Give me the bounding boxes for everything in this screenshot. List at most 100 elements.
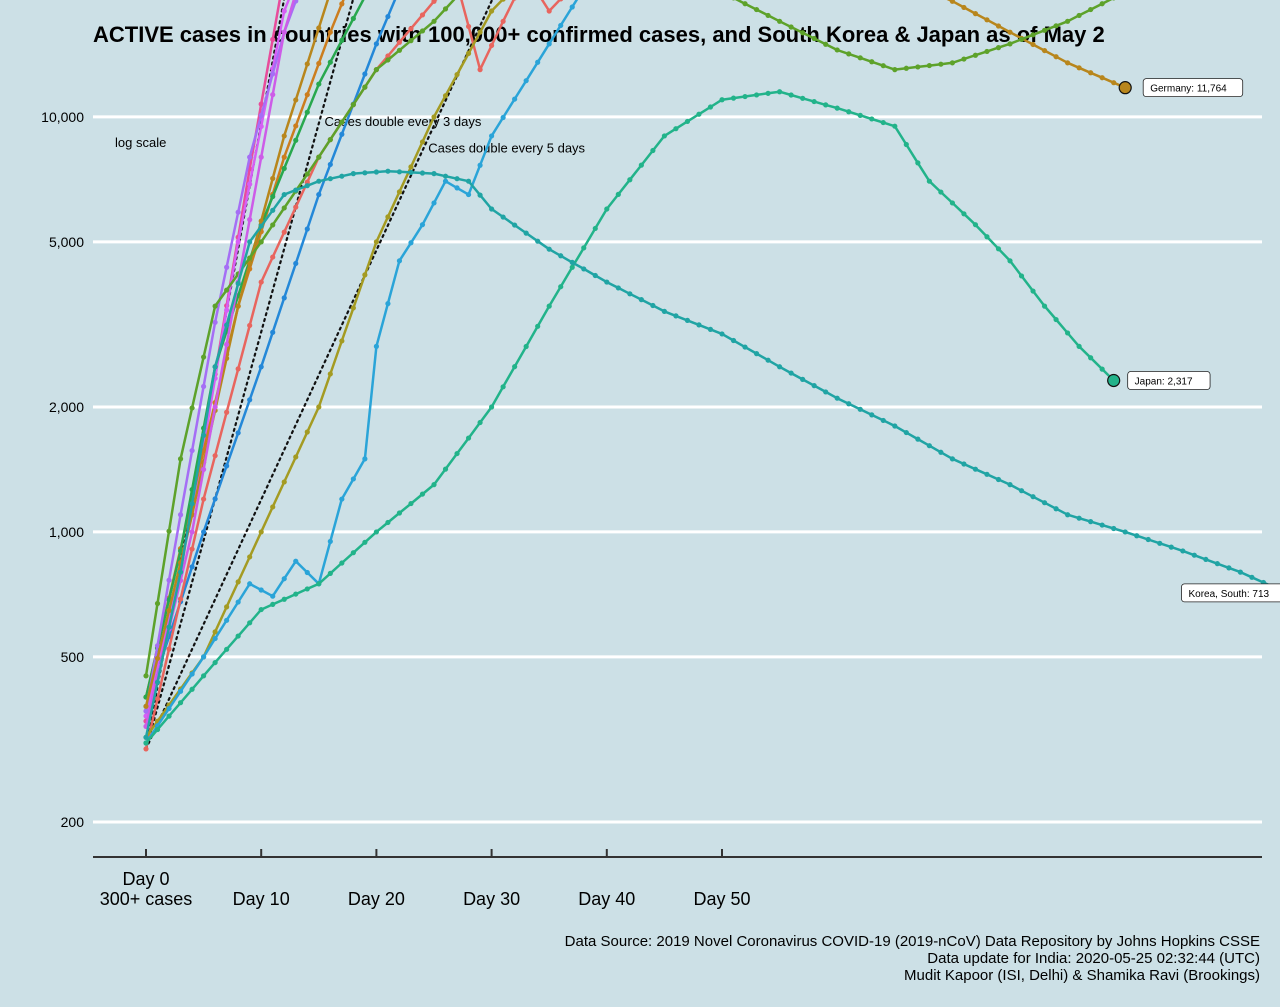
data-point bbox=[512, 0, 517, 1]
data-point bbox=[270, 504, 276, 510]
data-point bbox=[1088, 70, 1094, 76]
data-point bbox=[661, 133, 668, 139]
data-point bbox=[1041, 303, 1048, 309]
data-point bbox=[823, 389, 829, 395]
data-point bbox=[373, 529, 379, 535]
data-point bbox=[166, 646, 172, 652]
data-point bbox=[396, 39, 403, 45]
data-point bbox=[972, 222, 979, 228]
data-point bbox=[189, 564, 195, 570]
data-point bbox=[949, 456, 956, 462]
data-point bbox=[1214, 561, 1220, 567]
data-point bbox=[385, 519, 391, 526]
data-point bbox=[1099, 366, 1105, 372]
data-point bbox=[177, 456, 184, 462]
data-point bbox=[177, 700, 184, 706]
data-point bbox=[431, 114, 437, 120]
series-line-russia bbox=[144, 0, 397, 707]
data-point bbox=[903, 65, 909, 71]
data-point bbox=[730, 337, 737, 344]
data-point bbox=[777, 364, 783, 370]
data-point bbox=[995, 23, 1002, 29]
data-point bbox=[800, 95, 806, 101]
data-point bbox=[258, 101, 264, 107]
data-point bbox=[431, 0, 437, 4]
data-point bbox=[373, 41, 379, 47]
data-point bbox=[166, 607, 172, 614]
data-point bbox=[995, 476, 1002, 483]
data-point bbox=[212, 659, 218, 666]
data-point bbox=[673, 313, 679, 319]
data-point bbox=[846, 51, 852, 57]
series-value-label: Korea, South: 713 bbox=[1188, 589, 1269, 600]
data-point bbox=[339, 119, 345, 125]
series-lines bbox=[143, 0, 1280, 752]
data-point bbox=[1180, 548, 1186, 554]
data-point bbox=[247, 239, 253, 245]
data-point bbox=[327, 371, 333, 377]
data-point bbox=[201, 654, 207, 660]
data-point bbox=[281, 596, 287, 602]
data-point bbox=[154, 726, 161, 733]
data-point bbox=[304, 226, 310, 232]
data-point bbox=[201, 529, 207, 535]
data-point bbox=[235, 239, 241, 245]
x-tick-label: Day 20 bbox=[348, 889, 405, 909]
x-tick-label: 300+ cases bbox=[100, 889, 193, 909]
data-point bbox=[385, 57, 391, 63]
data-point bbox=[1065, 18, 1071, 24]
data-point bbox=[281, 576, 287, 582]
data-point bbox=[1053, 316, 1059, 323]
data-point bbox=[270, 193, 276, 200]
data-point bbox=[1030, 32, 1036, 38]
data-point bbox=[489, 133, 495, 139]
data-point bbox=[339, 173, 345, 179]
series-labels: US: 1,178,790Russia: 227,641United Kingd… bbox=[1127, 78, 1280, 603]
data-point bbox=[201, 432, 207, 438]
data-point bbox=[500, 214, 506, 220]
data-point bbox=[857, 112, 863, 118]
data-point bbox=[385, 13, 391, 20]
series-line-italy bbox=[144, 0, 365, 698]
data-point bbox=[258, 279, 264, 285]
data-point bbox=[753, 351, 760, 357]
data-point bbox=[477, 419, 483, 426]
data-point bbox=[327, 570, 333, 577]
data-point bbox=[1030, 41, 1036, 48]
y-tick-label: 1,000 bbox=[49, 524, 84, 540]
data-point bbox=[350, 171, 356, 177]
data-point bbox=[489, 206, 495, 212]
data-point bbox=[558, 253, 564, 259]
data-point bbox=[834, 47, 840, 53]
data-point bbox=[465, 435, 472, 441]
doubling-reference-line bbox=[144, 0, 355, 751]
data-point bbox=[304, 429, 310, 435]
data-point bbox=[489, 404, 495, 410]
data-point bbox=[316, 178, 322, 184]
data-point bbox=[742, 1, 748, 7]
data-point bbox=[293, 591, 299, 597]
data-point bbox=[270, 222, 276, 228]
data-point bbox=[258, 529, 264, 535]
data-point bbox=[1065, 60, 1071, 66]
series-germany bbox=[143, 0, 1132, 709]
data-point bbox=[235, 303, 241, 309]
y-axis-ticks: 2005001,0002,0005,00010,00020,00040,0008… bbox=[41, 109, 84, 830]
x-tick-label: Day 0 bbox=[122, 869, 169, 889]
data-point bbox=[753, 92, 760, 98]
data-point bbox=[880, 63, 886, 69]
data-point bbox=[846, 401, 852, 407]
data-point bbox=[915, 160, 921, 166]
data-point bbox=[765, 12, 771, 19]
data-point bbox=[903, 429, 909, 436]
data-point bbox=[419, 170, 426, 176]
data-point bbox=[419, 28, 426, 34]
source-line-2: Data update for India: 2020-05-25 02:32:… bbox=[927, 950, 1260, 967]
data-point bbox=[1053, 23, 1059, 29]
data-point bbox=[154, 655, 161, 662]
data-point bbox=[627, 177, 633, 183]
data-point bbox=[500, 384, 506, 390]
data-point bbox=[143, 734, 149, 740]
data-point bbox=[984, 234, 990, 240]
data-point bbox=[604, 279, 610, 285]
